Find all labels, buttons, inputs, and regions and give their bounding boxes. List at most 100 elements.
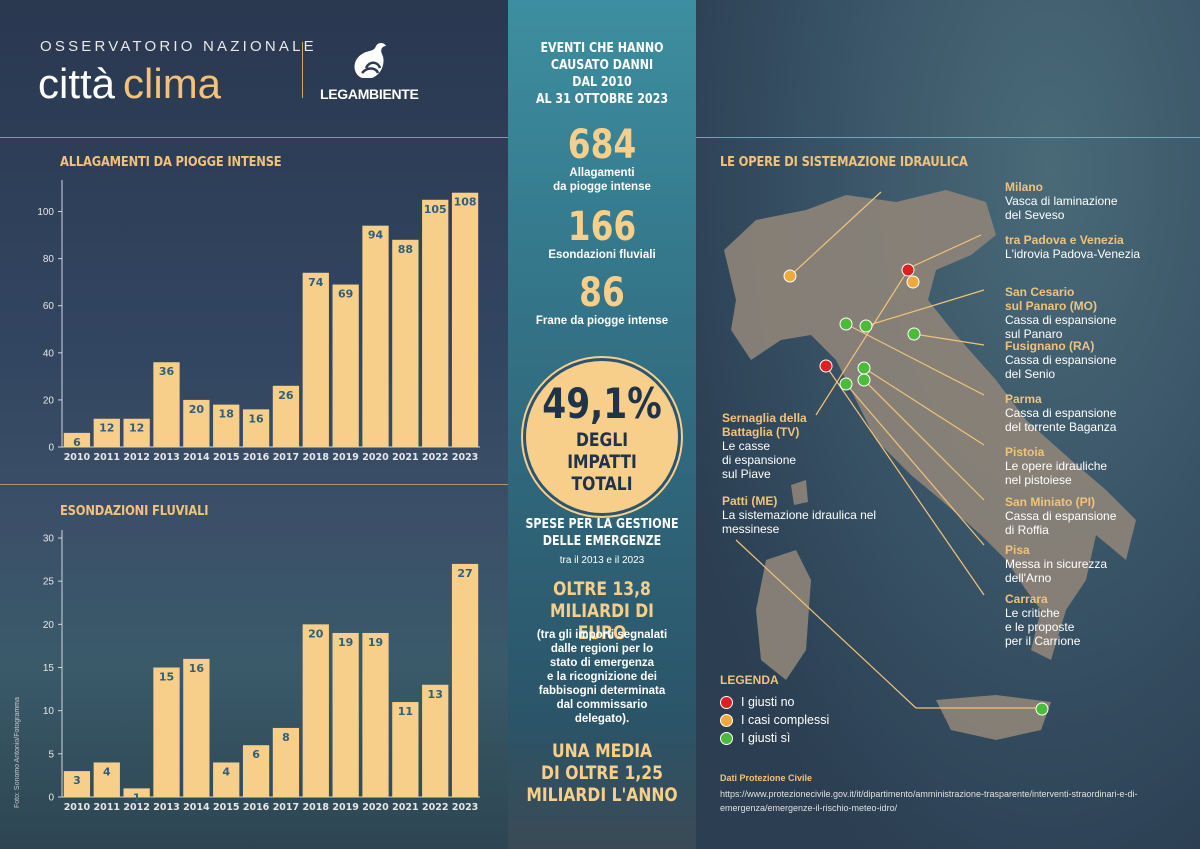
bar [213,762,240,797]
events-heading-line: CAUSATO DANNI [550,57,654,73]
x-tick-label: 2017 [273,452,299,463]
x-tick-label: 2013 [153,452,179,463]
stat-caption-line: Esondazioni fluviali [548,249,656,261]
stat-allagamenti: 684 Allagamenti da piogge intense [508,124,696,194]
data-label: 1 [133,791,141,804]
spese-note: (tra gli importi segnalati dalle regioni … [508,628,696,726]
divider [0,484,508,485]
logo-divider [302,42,303,98]
esondazioni-chart: 0510152025303201042011120121520131620144… [43,530,480,813]
sicily [936,695,1051,740]
map-label-place: Patti (ME) [722,494,778,508]
legend-item-orange: I casi complessi [720,713,829,727]
italy-mainland [724,190,1136,660]
stat-value: 166 [567,204,637,250]
bar [362,225,389,447]
spese-note-line: (tra gli importi segnalati [536,629,668,641]
brand-word-1: città [38,60,116,107]
x-tick-label: 2021 [392,452,418,463]
marker-milano [783,269,797,283]
events-heading-line: DAL 2010 [572,74,632,90]
map-label-place: Battaglia (TV) [722,425,800,439]
data-label: 4 [103,765,111,778]
spese-note-line: e la ricognizione dei [547,671,657,683]
spese-amount-line: MILIARDI DI EURO [550,600,654,644]
x-tick-label: 2010 [64,452,91,463]
map-label-desc: per il Carrione [1005,634,1081,648]
x-tick-label: 2020 [362,802,389,813]
data-label: 105 [424,203,447,216]
callout-lines [735,191,1042,709]
x-tick-label: 2011 [94,802,120,813]
y-tick-label: 5 [48,749,54,760]
bar [213,404,240,447]
brand-word-2: clima [123,60,222,107]
bar [362,632,389,797]
map-label-place: Milano [1005,180,1043,194]
marker-pistoia [857,361,871,375]
corsica [791,480,808,505]
spese-note-line: dal commissario [556,699,648,711]
spese-amount: OLTRE 13,8 MILIARDI DI EURO [525,578,679,644]
map-label-place: Parma [1005,392,1042,406]
legend-label: I giusti sì [741,731,791,745]
map-title: LE OPERE DI SISTEMAZIONE IDRAULICA [720,154,968,170]
allagamenti-chart: 0204060801006201012201112201236201320201… [37,180,480,463]
spese-heading-line: DELLE EMERGENZE [542,533,662,549]
map-label-desc: Cassa di espansione [1005,353,1117,367]
legend-title: LEGENDA [720,673,779,687]
data-label: 20 [189,403,205,416]
data-label: 12 [99,422,114,435]
x-tick-label: 2023 [452,452,478,463]
stat-esondazioni: 166 Esondazioni fluviali [508,206,696,262]
data-label: 13 [428,688,443,701]
marker-pisa [839,377,853,391]
italy-map [724,190,1136,740]
x-tick-label: 2010 [64,802,91,813]
data-label: 15 [159,671,174,684]
data-label: 94 [368,229,384,242]
y-tick-label: 0 [48,793,54,804]
marker-san-miniato [857,373,871,387]
x-tick-label: 2023 [452,802,478,813]
citta-clima-logo: città clima [38,60,221,108]
media-line: DI OLTRE 1,25 [541,762,663,784]
bar [242,409,270,447]
legend-item-red: I giusti no [720,695,795,709]
legambiente-logo: LEGAMBIENTE [320,86,419,102]
bar [153,362,180,447]
x-tick-label: 2018 [303,802,330,813]
data-label: 18 [219,408,234,421]
sardinia [756,550,811,680]
data-label: 108 [454,196,477,209]
y-tick-label: 40 [43,348,55,359]
media-annua: UNA MEDIA DI OLTRE 1,25 MILIARDI L'ANNO [525,740,679,806]
data-label: 20 [308,627,324,640]
source-link[interactable]: https://www.protezionecivile.gov.it/it/d… [720,789,1138,813]
map-label-desc: nel pistoiese [1005,473,1072,487]
marker-san-cesario [859,319,873,333]
bar [332,632,359,797]
y-tick-label: 20 [43,620,55,631]
y-tick-label: 10 [43,706,55,717]
map-label-desc: messinese [722,522,780,536]
swan-icon [354,43,386,78]
bar [302,624,329,797]
data-label: 3 [73,774,81,787]
share-caption: DEGLI IMPATTI TOTALI [540,429,665,495]
share-circle: 49,1% DEGLI IMPATTI TOTALI [523,358,681,516]
x-tick-label: 2014 [183,802,210,813]
bar [183,658,210,797]
bar [183,399,210,447]
stat-value: 684 [567,122,637,168]
map-label-desc: del Senio [1005,367,1056,381]
x-tick-label: 2011 [94,452,120,463]
bar [153,667,180,797]
x-tick-label: 2017 [273,802,299,813]
stat-caption-line: da piogge intense [553,181,651,193]
map-label-desc: L'idrovia Padova-Venezia [1005,247,1141,261]
data-label: 4 [222,765,230,778]
x-tick-label: 2018 [303,452,330,463]
x-tick-label: 2016 [243,452,270,463]
spese-period: tra il 2013 e il 2023 [559,555,645,566]
